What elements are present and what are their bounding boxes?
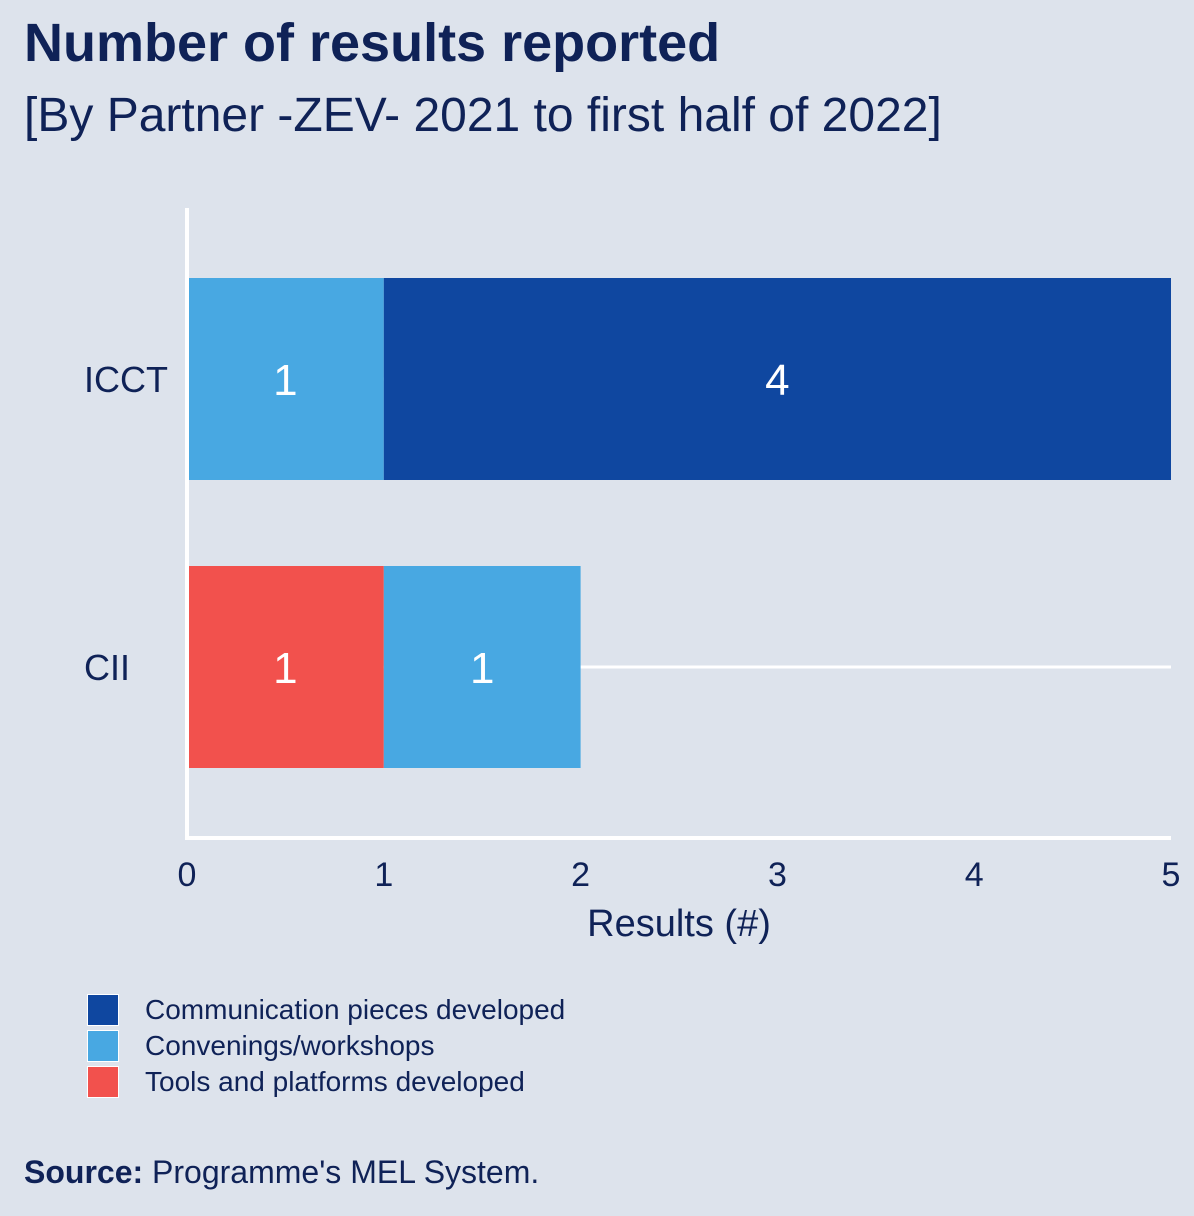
- legend-swatch-communication: [87, 994, 119, 1026]
- category-label-icct: ICCT: [84, 359, 168, 400]
- x-tick-label-3: 3: [768, 856, 787, 894]
- chart-title: Number of results reported: [24, 13, 721, 73]
- bar-chart: 1 4 1 1 ICCT CII 0 1 2 3 4 5 Results (#): [84, 208, 1181, 945]
- legend-label-tools: Tools and platforms developed: [145, 1066, 525, 1097]
- source-label: Source:: [24, 1154, 144, 1190]
- legend-swatch-tools: [87, 1066, 119, 1098]
- data-label-icct-series-1: 1: [273, 356, 297, 405]
- legend-item-tools: Tools and platforms developed: [87, 1064, 565, 1100]
- legend-label-convenings: Convenings/workshops: [145, 1030, 435, 1061]
- bar-cii-series-1: [383, 566, 581, 768]
- x-tick-label-4: 4: [965, 856, 984, 894]
- legend-item-communication: Communication pieces developed: [87, 992, 565, 1028]
- bar-cii-series-0: [187, 566, 384, 768]
- x-tick-label-5: 5: [1162, 856, 1181, 894]
- category-label-cii: CII: [84, 647, 130, 688]
- source-note: Source: Programme's MEL System.: [24, 1154, 539, 1191]
- bar-icct-series-2: [383, 278, 1171, 480]
- legend-label-communication: Communication pieces developed: [145, 994, 566, 1025]
- bar-icct-series-1: [187, 278, 384, 480]
- legend-swatch-convenings: [87, 1030, 119, 1062]
- x-tick-label-0: 0: [178, 856, 197, 894]
- data-label-cii-series-0: 1: [273, 644, 297, 693]
- data-label-cii-series-1: 1: [470, 644, 494, 693]
- legend: Communication pieces developed Convening…: [87, 992, 565, 1100]
- x-axis-title: Results (#): [587, 903, 771, 945]
- source-text: Programme's MEL System.: [152, 1154, 540, 1190]
- x-tick-label-2: 2: [571, 856, 590, 894]
- x-tick-label-1: 1: [374, 856, 393, 894]
- chart-subtitle: [By Partner -ZEV- 2021 to first half of …: [24, 89, 942, 142]
- data-label-icct-series-2: 4: [765, 356, 789, 405]
- legend-item-convenings: Convenings/workshops: [87, 1028, 565, 1064]
